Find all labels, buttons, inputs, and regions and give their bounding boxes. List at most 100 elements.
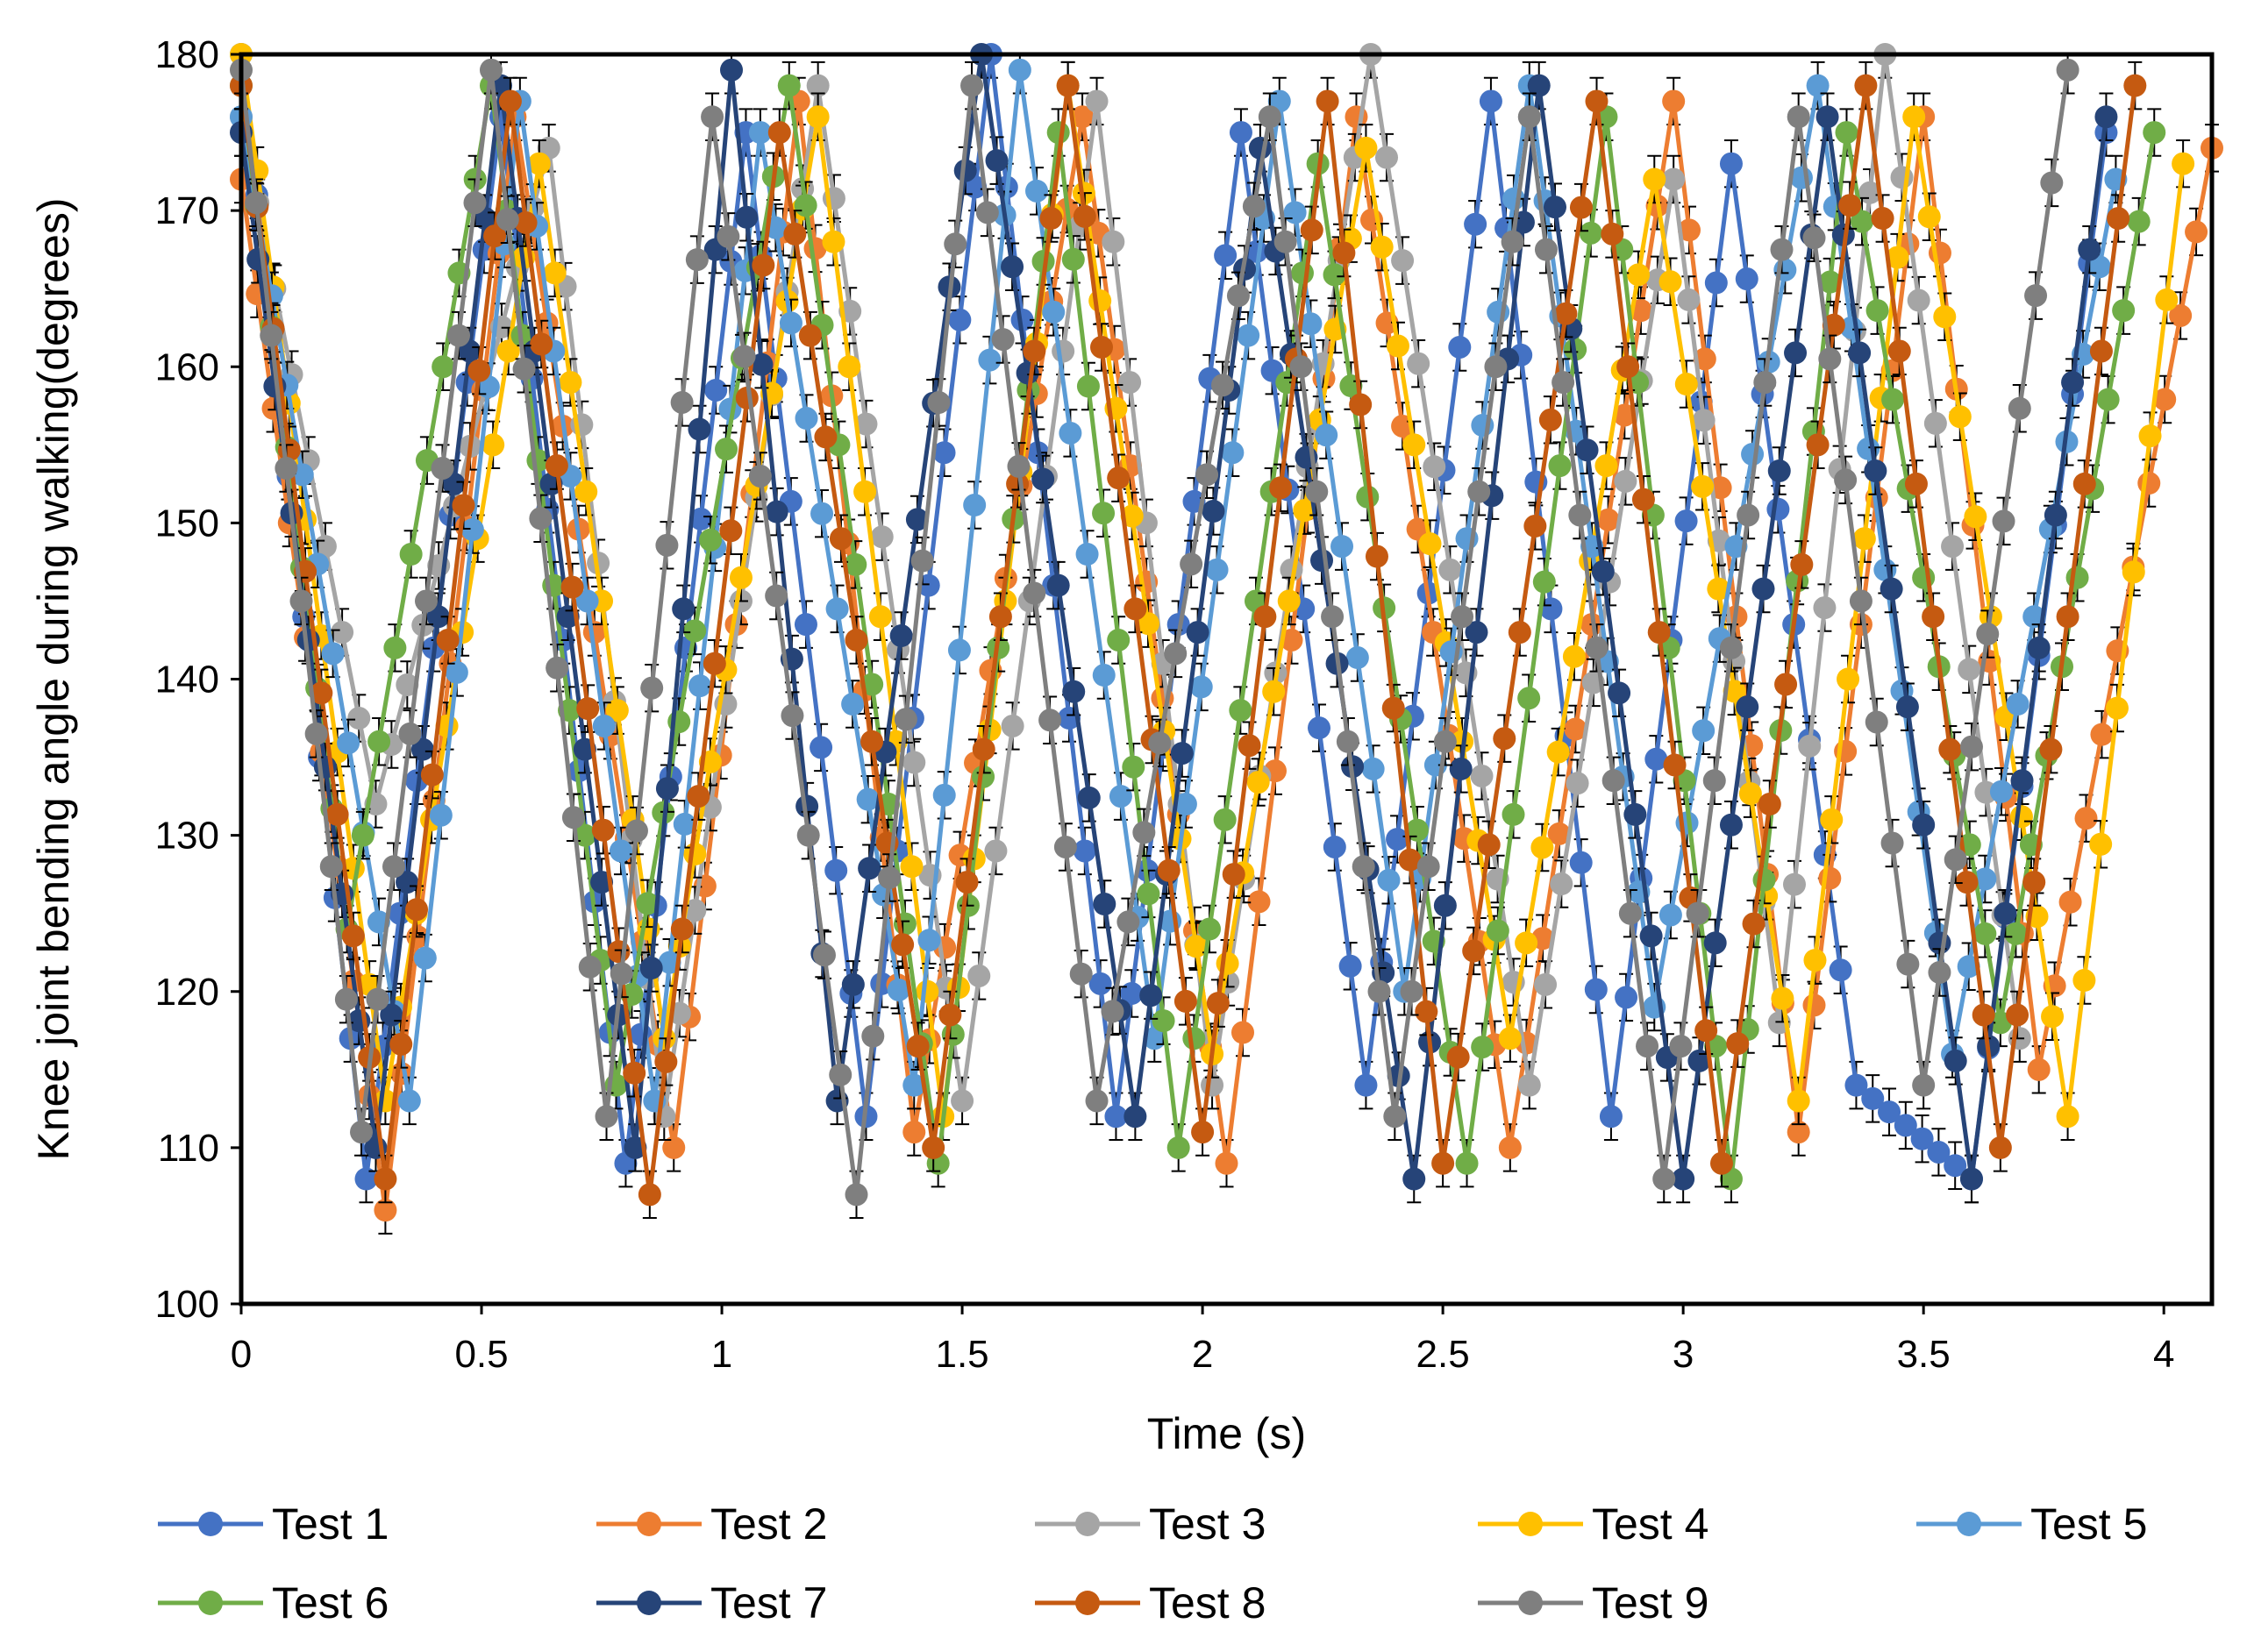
data-point <box>1923 411 1947 435</box>
data-point <box>1383 1105 1407 1129</box>
data-point <box>1618 901 1642 925</box>
data-point <box>1933 305 1957 329</box>
data-point <box>1887 339 1911 363</box>
data-point <box>545 454 568 478</box>
legend-label: Test 5 <box>2030 1499 2147 1549</box>
data-point <box>1865 710 1888 734</box>
data-point <box>1989 780 2013 803</box>
data-point <box>765 584 788 608</box>
data-point <box>900 855 924 879</box>
data-point <box>1093 893 1116 915</box>
data-point <box>1107 466 1131 490</box>
data-point <box>498 89 522 113</box>
data-point <box>947 638 971 662</box>
legend-label: Test 3 <box>1149 1499 1266 1549</box>
data-point <box>963 494 987 517</box>
legend-item-5: Test 5 <box>1916 1499 2147 1549</box>
data-point <box>1316 89 1339 113</box>
data-point <box>2185 220 2208 244</box>
data-point <box>591 818 615 842</box>
data-point <box>1544 196 1566 219</box>
data-point <box>932 783 956 807</box>
data-point <box>1391 249 1415 273</box>
data-point <box>720 58 744 82</box>
data-point <box>431 457 454 481</box>
data-point <box>1614 469 1637 493</box>
data-point <box>1782 872 1806 896</box>
data-point <box>1148 731 1172 755</box>
data-point <box>1562 644 1586 668</box>
legend-item-3: Test 3 <box>1035 1499 1266 1549</box>
data-point <box>1277 589 1301 613</box>
data-point <box>1164 642 1188 666</box>
data-point <box>2172 152 2195 175</box>
data-point <box>321 642 345 666</box>
data-point <box>1770 238 1794 261</box>
data-point <box>2105 696 2129 720</box>
data-point <box>2056 58 2079 82</box>
data-point <box>396 673 419 696</box>
data-point <box>1354 136 1378 160</box>
data-point <box>337 731 360 755</box>
data-point <box>310 681 333 705</box>
series-7 <box>230 43 2118 1204</box>
legend-label: Test 1 <box>272 1499 389 1549</box>
data-point <box>1742 912 1766 936</box>
data-point <box>902 1121 926 1144</box>
data-point <box>783 222 807 246</box>
data-point <box>2072 969 2096 993</box>
data-point <box>806 74 830 97</box>
data-point <box>1599 1105 1623 1129</box>
data-point <box>1585 636 1609 659</box>
data-point <box>1644 747 1668 771</box>
x-tick-label: 2.5 <box>1416 1333 1470 1376</box>
data-point <box>1693 347 1716 371</box>
data-point <box>1323 835 1346 858</box>
data-point <box>1118 371 1142 395</box>
data-point <box>1471 1036 1494 1059</box>
data-point <box>1008 58 1031 82</box>
data-point <box>1088 972 1112 995</box>
legend-item-9: Test 9 <box>1478 1578 1708 1627</box>
data-point <box>1073 839 1096 863</box>
data-point <box>854 412 878 436</box>
data-point <box>396 871 419 894</box>
data-point <box>1273 230 1297 253</box>
data-point <box>683 619 707 643</box>
data-point <box>1631 488 1655 511</box>
data-point <box>1539 597 1563 621</box>
data-point <box>1972 1003 1995 1027</box>
data-point <box>860 730 884 753</box>
data-point <box>1289 355 1313 379</box>
data-point <box>275 457 298 481</box>
data-point <box>1687 1049 1711 1072</box>
data-point <box>1501 230 1524 253</box>
data-point <box>1871 207 1894 231</box>
data-point <box>1120 504 1144 528</box>
data-point <box>1852 527 1876 551</box>
data-point <box>527 152 551 175</box>
data-point <box>978 348 1002 372</box>
legend-marker <box>637 1591 661 1615</box>
data-point <box>870 525 894 549</box>
data-point <box>304 722 328 745</box>
data-point <box>1767 459 1791 482</box>
data-point <box>748 121 772 145</box>
data-point <box>1802 993 1826 1017</box>
data-point <box>1433 894 1457 917</box>
data-point <box>1449 757 1473 780</box>
data-point <box>1766 497 1790 521</box>
data-point <box>1016 361 1039 385</box>
data-point <box>367 730 391 753</box>
data-point <box>838 355 861 379</box>
data-point <box>1692 719 1716 743</box>
data-point <box>2041 1005 2065 1029</box>
data-point <box>1186 621 1209 644</box>
data-point <box>1075 543 1099 566</box>
data-point <box>1446 1045 1470 1069</box>
data-point <box>1895 695 1919 719</box>
data-point <box>1479 89 1502 113</box>
data-point <box>894 708 917 731</box>
data-point <box>654 1050 678 1073</box>
series-layer <box>230 43 2223 1235</box>
